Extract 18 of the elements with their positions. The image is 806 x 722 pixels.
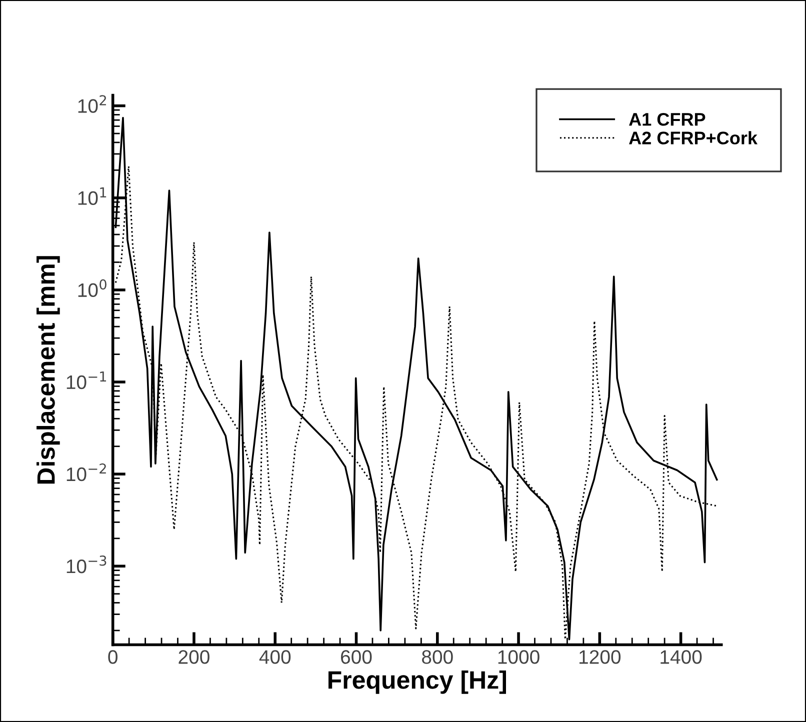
x-tick-label: 0 — [108, 650, 118, 664]
legend-label: A1 CFRP — [629, 112, 706, 126]
y-tick-label: 10$^{−3}$ — [66, 555, 106, 574]
x-tick-label: 600 — [341, 650, 372, 664]
y-tick-label: 10$^{2}$ — [78, 95, 106, 113]
y-axis-title: Displacement [mm] — [36, 256, 60, 484]
x-axis-title: Frequency [Hz] — [328, 670, 506, 694]
y-tick-label: 10$^{0}$ — [78, 279, 106, 298]
x-tick-label: 400 — [259, 650, 291, 664]
legend-label: A2 CFRP+Cork — [629, 131, 758, 144]
x-tick-label: 1400 — [660, 650, 702, 664]
x-tick-label: 200 — [178, 650, 210, 664]
y-tick-label: 10$^{1}$ — [78, 187, 106, 205]
x-tick-label: 1000 — [498, 650, 540, 664]
y-tick-label: 10$^{−2}$ — [66, 463, 106, 482]
y-tick-label: 10$^{−1}$ — [66, 372, 106, 390]
x-tick-label: 1200 — [580, 650, 621, 664]
x-tick-label: 800 — [422, 650, 453, 664]
